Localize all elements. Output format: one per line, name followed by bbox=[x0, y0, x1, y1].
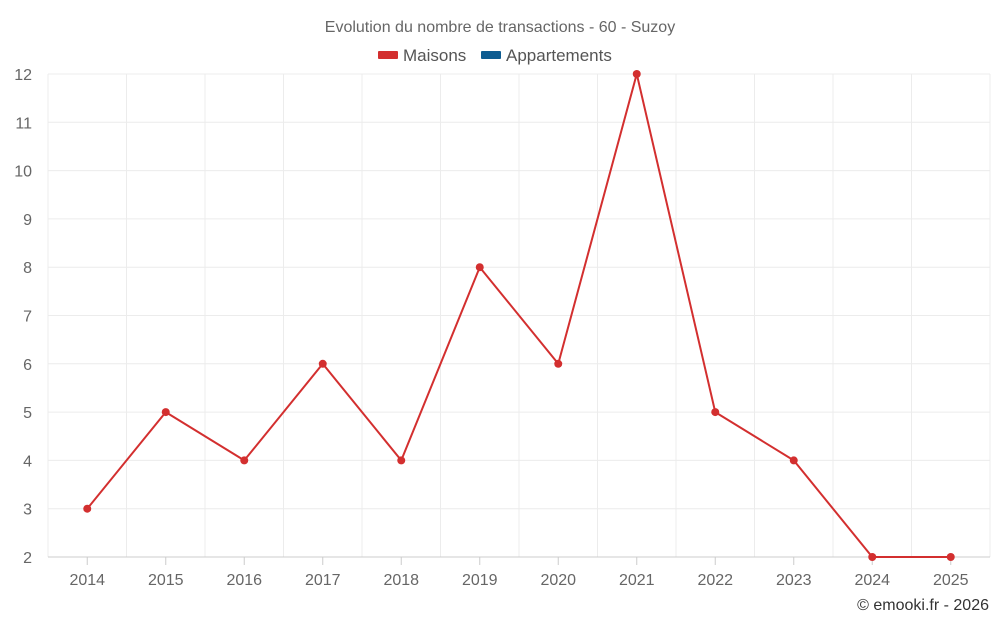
legend-label-maisons[interactable]: Maisons bbox=[403, 46, 466, 65]
data-point[interactable] bbox=[632, 70, 641, 78]
credit-text: © emooki.fr - 2026 bbox=[857, 597, 989, 614]
legend-label-appartements[interactable]: Appartements bbox=[506, 46, 612, 65]
x-tick-label: 2025 bbox=[933, 572, 969, 589]
y-tick-label: 6 bbox=[23, 357, 32, 374]
legend-swatch-appartements bbox=[481, 51, 501, 59]
x-tick-label: 2017 bbox=[305, 572, 341, 589]
data-point[interactable] bbox=[946, 553, 955, 561]
y-tick-label: 5 bbox=[23, 405, 32, 422]
y-tick-label: 7 bbox=[23, 309, 32, 326]
x-tick-label: 2021 bbox=[619, 572, 655, 589]
data-point[interactable] bbox=[161, 408, 170, 417]
series-line-maisons bbox=[86, 73, 951, 558]
data-point[interactable] bbox=[83, 504, 92, 513]
x-tick-label: 2022 bbox=[697, 572, 733, 589]
x-tick-label: 2019 bbox=[462, 572, 498, 589]
data-point[interactable] bbox=[397, 456, 406, 465]
chart-title: Evolution du nombre de transactions - 60… bbox=[325, 19, 675, 36]
x-tick-label: 2015 bbox=[148, 572, 184, 589]
y-tick-label: 9 bbox=[23, 212, 32, 229]
data-point[interactable] bbox=[868, 553, 877, 561]
y-tick-label: 4 bbox=[23, 453, 32, 470]
data-point[interactable] bbox=[711, 408, 720, 417]
data-point[interactable] bbox=[475, 263, 484, 272]
x-tick-label: 2018 bbox=[383, 572, 419, 589]
y-axis-ticks: 2 3 4 5 6 7 8 9 10 11 12 bbox=[14, 67, 32, 567]
y-tick-label: 8 bbox=[23, 260, 32, 277]
x-tick-label: 2024 bbox=[854, 572, 890, 589]
data-point[interactable] bbox=[318, 359, 327, 368]
legend-swatch-maisons bbox=[378, 51, 398, 59]
x-tick-label: 2016 bbox=[226, 572, 262, 589]
y-tick-label: 11 bbox=[15, 115, 32, 132]
y-tick-label: 10 bbox=[14, 164, 32, 181]
y-tick-label: 2 bbox=[23, 550, 32, 567]
x-tick-label: 2023 bbox=[776, 572, 812, 589]
data-point[interactable] bbox=[554, 359, 563, 368]
legend: Maisons Appartements bbox=[378, 46, 612, 65]
y-tick-label: 3 bbox=[23, 502, 32, 519]
data-point[interactable] bbox=[789, 456, 798, 465]
y-tick-label: 12 bbox=[14, 67, 32, 84]
x-tick-label: 2020 bbox=[540, 572, 576, 589]
x-tick-label: 2014 bbox=[69, 572, 105, 589]
data-point[interactable] bbox=[240, 456, 249, 465]
series-maisons bbox=[83, 70, 955, 561]
x-axis-ticks: 2014 2015 2016 2017 2018 2019 2020 2021 2022 2023… bbox=[69, 557, 969, 589]
